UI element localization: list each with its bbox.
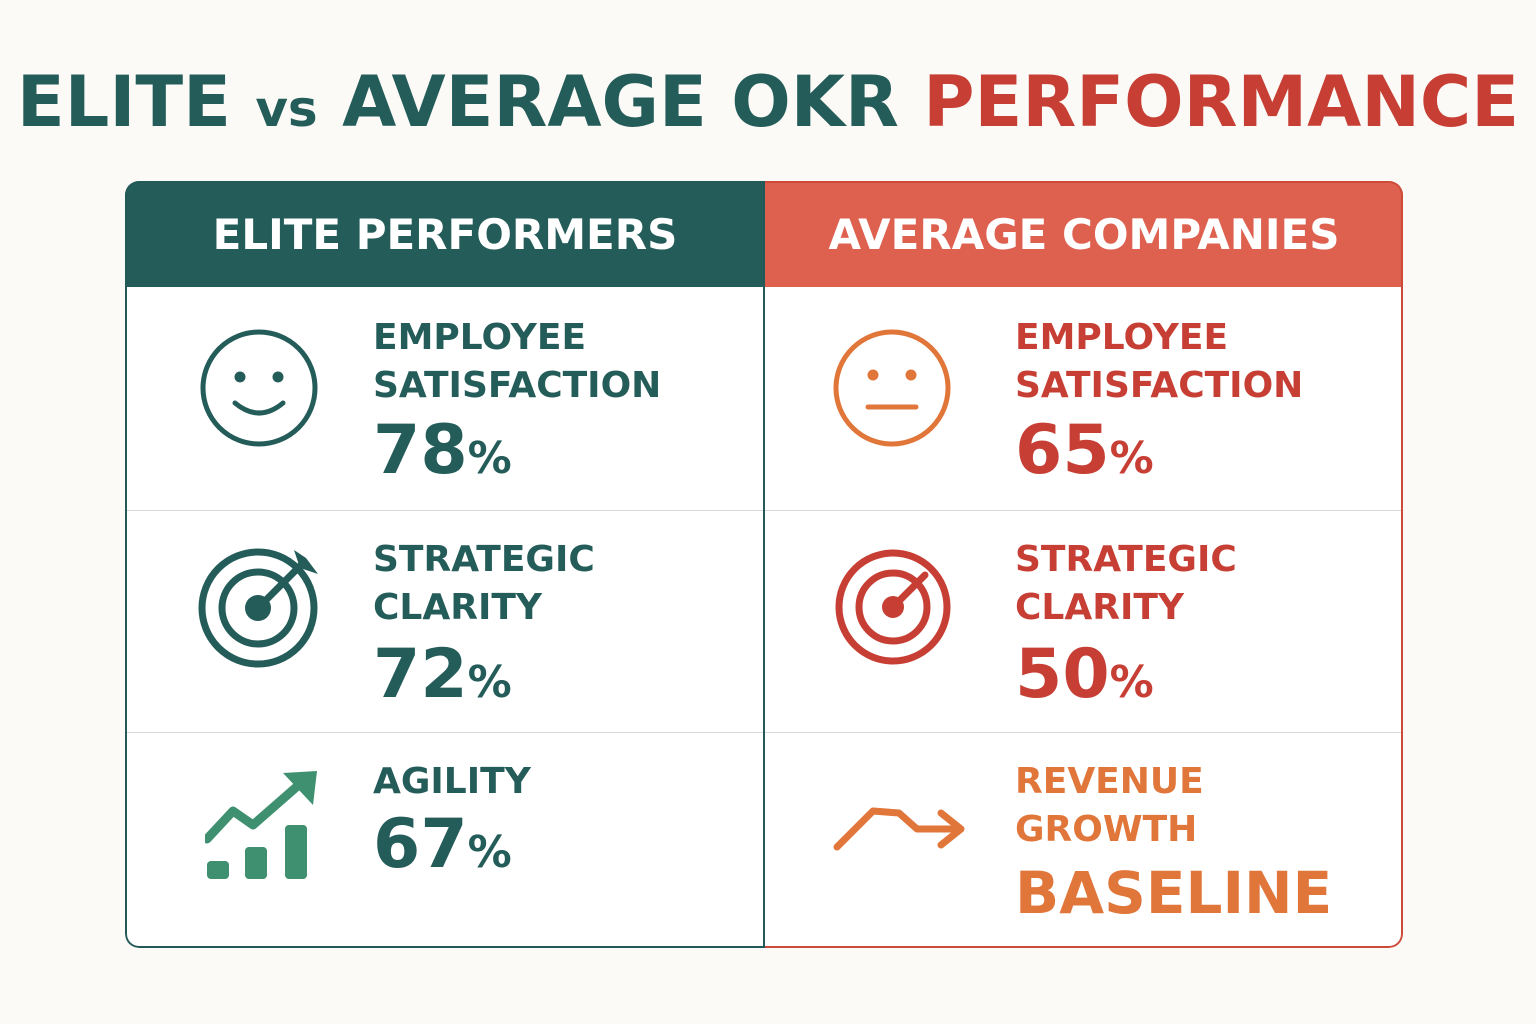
average-metric-label: EMPLOYEE SATISFACTION — [1015, 317, 1304, 406]
target-arrow-icon — [198, 544, 324, 674]
title-average-okr: AVERAGE OKR — [342, 61, 899, 143]
average-metric-label: STRATEGIC CLARITY — [1015, 539, 1237, 628]
title-elite: ELITE — [16, 61, 231, 143]
row-divider — [125, 732, 763, 733]
row-divider — [125, 510, 763, 511]
elite-metric-label: STRATEGIC CLARITY — [373, 539, 595, 628]
elite-column-border — [125, 181, 765, 948]
title-performance: PERFORMANCE — [923, 61, 1520, 143]
elite-metric-label: EMPLOYEE SATISFACTION — [373, 317, 662, 406]
average-metric-value: BASELINE — [1015, 859, 1333, 927]
trend-arrow-icon — [833, 801, 969, 859]
smile-face-icon — [198, 327, 320, 453]
average-metric-value: 50% — [1015, 635, 1154, 714]
row-divider — [765, 510, 1403, 511]
elite-metric-value: 78% — [373, 411, 512, 490]
average-metric-label: REVENUE GROWTH — [1015, 761, 1204, 850]
average-column-border — [765, 181, 1403, 948]
target-icon — [833, 547, 953, 671]
elite-header: ELITE PERFORMERS — [125, 181, 765, 287]
comparison-card: ELITE PERFORMERS AVERAGE COMPANIES EMPLO… — [125, 181, 1403, 948]
elite-metric-value: 72% — [373, 635, 512, 714]
row-divider — [765, 732, 1403, 733]
column-divider — [763, 181, 765, 948]
page-title: ELITE vs AVERAGE OKR PERFORMANCE — [0, 62, 1536, 149]
elite-metric-value: 67% — [373, 805, 512, 884]
title-vs: vs — [255, 80, 318, 138]
neutral-face-icon — [831, 327, 953, 453]
growth-chart-icon — [202, 769, 320, 888]
elite-metric-label: AGILITY — [373, 761, 531, 802]
average-header: AVERAGE COMPANIES — [765, 181, 1403, 287]
average-metric-value: 65% — [1015, 411, 1154, 490]
